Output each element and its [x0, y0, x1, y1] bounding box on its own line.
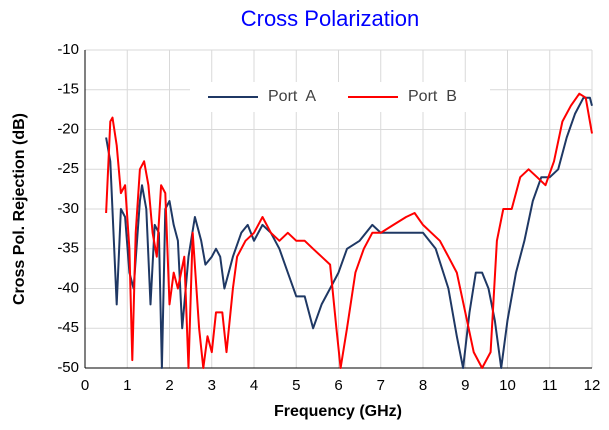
x-tick-label: 10 [499, 377, 516, 394]
x-axis-label: Frequency (GHz) [274, 403, 402, 420]
x-tick-label: 3 [208, 377, 216, 394]
x-tick-label: 0 [81, 377, 89, 394]
x-tick-label: 2 [165, 377, 173, 394]
x-tick-label: 12 [584, 377, 601, 394]
x-tick-label: 6 [334, 377, 342, 394]
x-tick-label: 4 [250, 377, 258, 394]
x-tick-label: 5 [292, 377, 300, 394]
x-tick-label: 9 [461, 377, 469, 394]
series-line [105, 92, 593, 369]
x-tick-label: 7 [377, 377, 385, 394]
y-axis-label: Cross Pol. Rejection (dB) [11, 113, 28, 305]
y-tick-label: -20 [57, 120, 79, 137]
y-tick-label: -50 [57, 359, 79, 376]
y-tick-label: -45 [57, 319, 79, 336]
y-tick-label: -30 [57, 200, 79, 217]
legend-label: Port A [268, 88, 316, 105]
x-tick-label: 1 [123, 377, 131, 394]
y-tick-label: -40 [57, 279, 79, 296]
chart-title: Cross Polarization [241, 6, 420, 31]
y-tick-label: -15 [57, 81, 79, 98]
series-line [105, 96, 593, 369]
y-tick-label: -25 [57, 160, 79, 177]
x-tick-label: 8 [419, 377, 427, 394]
x-tick-label: 11 [542, 377, 558, 394]
legend-label: Port B [408, 88, 457, 105]
y-tick-label: -35 [57, 240, 79, 257]
y-tick-label: -10 [57, 41, 79, 58]
